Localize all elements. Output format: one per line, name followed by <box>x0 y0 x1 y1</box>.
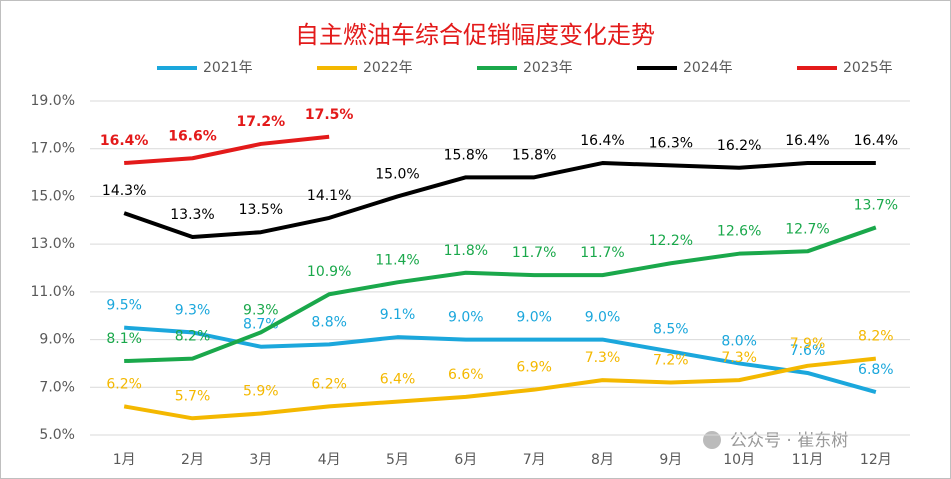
series-line <box>123 356 877 421</box>
series-line <box>124 134 330 166</box>
x-tick-label: 5月 <box>386 452 409 468</box>
data-label: 17.2% <box>237 114 286 130</box>
data-label: 16.4% <box>580 133 624 149</box>
x-tick-label: 12月 <box>860 452 892 468</box>
data-label: 16.4% <box>100 133 149 149</box>
data-label: 9.0% <box>516 310 552 326</box>
data-label: 9.0% <box>585 310 621 326</box>
data-label: 13.5% <box>239 202 283 218</box>
data-label: 11.4% <box>375 252 419 268</box>
data-label: 8.0% <box>721 333 757 349</box>
x-tick-label: 3月 <box>249 452 272 468</box>
y-tick-label: 13.0% <box>31 236 75 252</box>
data-label: 7.3% <box>585 350 621 366</box>
x-tick-label: 7月 <box>523 452 546 468</box>
data-label: 12.2% <box>649 233 693 249</box>
x-tick-label: 10月 <box>723 452 755 468</box>
series-line <box>124 325 877 394</box>
x-tick-label: 6月 <box>454 452 477 468</box>
data-label: 16.6% <box>168 128 217 144</box>
x-tick-label: 2月 <box>181 452 204 468</box>
y-tick-label: 11.0% <box>31 284 75 300</box>
data-label: 14.3% <box>102 183 146 199</box>
data-label: 7.3% <box>721 350 757 366</box>
x-tick-label: 1月 <box>113 452 136 468</box>
data-label: 8.2% <box>175 329 211 345</box>
data-label: 7.6% <box>790 343 826 359</box>
y-tick-label: 9.0% <box>39 332 75 348</box>
data-label: 10.9% <box>307 264 351 280</box>
data-label: 12.7% <box>785 221 829 237</box>
data-label: 17.5% <box>305 107 354 123</box>
legend-label: 2023年 <box>523 60 573 76</box>
legend-label: 2024年 <box>683 60 733 76</box>
y-tick-label: 19.0% <box>31 93 75 109</box>
data-label: 8.8% <box>311 314 347 330</box>
data-label: 11.7% <box>580 245 624 261</box>
x-tick-label: 11月 <box>792 452 824 468</box>
data-label: 13.7% <box>854 197 898 213</box>
data-label: 6.9% <box>516 360 552 376</box>
data-label: 9.5% <box>106 298 142 314</box>
data-label: 6.2% <box>106 376 142 392</box>
data-label: 8.5% <box>653 322 689 338</box>
y-tick-label: 7.0% <box>39 379 75 395</box>
data-label: 5.7% <box>175 388 211 404</box>
data-label: 13.3% <box>170 207 214 223</box>
data-label: 6.4% <box>380 372 416 388</box>
data-label: 8.1% <box>106 331 142 347</box>
data-label: 15.8% <box>444 147 488 163</box>
data-label: 6.2% <box>311 376 347 392</box>
y-tick-label: 5.0% <box>39 427 75 443</box>
data-label: 14.1% <box>307 188 351 204</box>
data-label: 16.3% <box>649 135 693 151</box>
watermark-icon <box>703 431 721 449</box>
data-label: 16.4% <box>785 133 829 149</box>
data-label: 7.9% <box>790 336 826 352</box>
data-label: 6.8% <box>858 362 894 378</box>
data-label: 12.6% <box>717 224 761 240</box>
data-label: 15.8% <box>512 147 556 163</box>
series-line <box>124 225 877 364</box>
data-label: 5.9% <box>243 384 279 400</box>
x-tick-label: 9月 <box>659 452 682 468</box>
x-tick-label: 4月 <box>318 452 341 468</box>
data-label: 9.3% <box>243 302 279 318</box>
data-label: 9.3% <box>175 302 211 318</box>
data-label: 16.2% <box>717 138 761 154</box>
data-label: 16.4% <box>854 133 898 149</box>
data-label: 9.1% <box>380 307 416 323</box>
series-line <box>123 161 876 239</box>
data-label: 7.2% <box>653 353 689 369</box>
chart-title: 自主燃油车综合促销幅度变化走势 <box>295 21 655 49</box>
data-label: 6.6% <box>448 367 484 383</box>
y-tick-label: 17.0% <box>31 141 75 157</box>
watermark: 公众号 · 崔东树 <box>730 431 848 451</box>
data-label: 9.0% <box>448 310 484 326</box>
data-label: 11.8% <box>444 243 488 259</box>
legend-label: 2025年 <box>843 60 893 76</box>
y-tick-label: 15.0% <box>31 188 75 204</box>
data-label: 8.2% <box>858 329 894 345</box>
data-label: 11.7% <box>512 245 556 261</box>
legend-label: 2021年 <box>203 60 253 76</box>
x-tick-label: 8月 <box>591 452 614 468</box>
data-label: 15.0% <box>375 166 419 182</box>
legend-label: 2022年 <box>363 60 413 76</box>
